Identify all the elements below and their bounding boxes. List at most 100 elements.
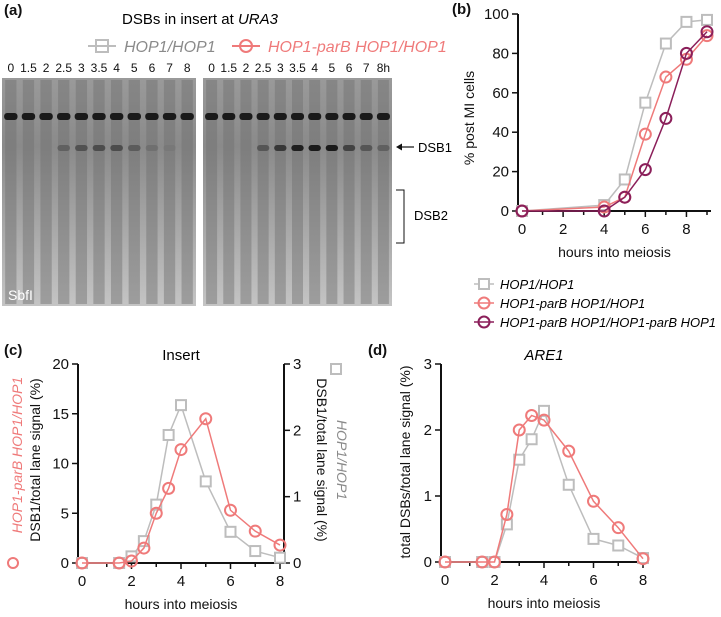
parental-band xyxy=(180,113,194,120)
x-axis-label: hours into meiosis xyxy=(125,596,238,612)
chart-title: ARE1 xyxy=(523,347,563,364)
series-line xyxy=(82,417,281,564)
data-point-square xyxy=(538,404,550,417)
dsb1-annotation: DSB1 xyxy=(396,140,452,155)
parental-band xyxy=(325,113,339,120)
legend-label: HOP1/HOP1 xyxy=(500,277,574,292)
data-point-square xyxy=(224,525,237,538)
data-point-circle xyxy=(597,204,611,218)
lane-label: 5 xyxy=(329,61,336,75)
y-tick-label: 0 xyxy=(61,555,69,572)
gel-lane xyxy=(292,80,303,304)
dsb1-band xyxy=(291,145,304,151)
y-tick-label: 20 xyxy=(492,164,509,181)
lane-label: 2.5 xyxy=(255,61,272,75)
lane-label: 0 xyxy=(7,61,14,75)
gel-lane xyxy=(206,80,218,304)
y-tick-label: 15 xyxy=(52,406,69,423)
data-point-square xyxy=(659,37,672,50)
y-tick-label: 80 xyxy=(492,45,509,62)
parental-band xyxy=(74,113,89,120)
x-tick-label: 8 xyxy=(682,221,690,238)
gel-lane xyxy=(146,80,158,304)
parental-band xyxy=(92,113,106,120)
x-axis-label: hours into meiosis xyxy=(488,595,601,611)
parental-band xyxy=(273,113,287,120)
x-tick-label: 6 xyxy=(589,572,597,589)
gel-lane xyxy=(257,80,269,304)
gel-lane xyxy=(240,80,252,304)
data-point-circle xyxy=(112,556,126,570)
panel-d-chart: (d) ARE1 0 2 4 6 8 0 1 2 3 hours into meiosis total … xyxy=(368,342,650,611)
gel-lane xyxy=(223,80,235,304)
y-axis-label: % post MI cells xyxy=(461,71,477,165)
lane-label: 6 xyxy=(149,61,156,75)
data-point-circle xyxy=(700,25,714,39)
gel-images xyxy=(2,78,392,306)
data-point-circle xyxy=(174,443,188,457)
parental-band xyxy=(39,113,53,120)
gel-lane xyxy=(93,80,105,304)
gel-lane xyxy=(343,80,355,304)
data-point-circle xyxy=(488,555,501,569)
data-point-square xyxy=(680,15,693,28)
parental-band xyxy=(127,113,141,120)
series-line xyxy=(521,19,708,212)
data-point-circle xyxy=(75,556,89,570)
lane-label: 3.5 xyxy=(91,61,108,75)
data-point-circle xyxy=(512,423,526,437)
square-marker-icon xyxy=(95,39,109,53)
x-tick-label: 8 xyxy=(276,573,284,590)
x-tick-label: 0 xyxy=(518,221,526,238)
data-point-square xyxy=(249,545,262,558)
y-tick-label: 100 xyxy=(484,6,509,23)
parental-band xyxy=(290,113,305,120)
circle-marker-icon xyxy=(239,39,253,53)
y-tick-label-right: 0 xyxy=(293,555,301,572)
y-axis-label-left-series: HOP1-parB HOP1/HOP1 xyxy=(9,377,25,533)
dsb1-band xyxy=(325,145,339,151)
dsb2-annotation: DSB2 xyxy=(396,189,448,244)
circle-marker-icon xyxy=(477,315,491,329)
data-point-circle xyxy=(636,552,650,566)
gel-lane xyxy=(5,80,17,304)
dsb1-band xyxy=(92,145,106,151)
data-point-circle xyxy=(515,204,529,218)
gel-lane xyxy=(274,80,286,304)
square-marker-icon xyxy=(478,278,490,290)
data-point-circle xyxy=(199,412,213,426)
x-tick-label: 4 xyxy=(600,221,608,238)
y-tick-label: 3 xyxy=(424,356,432,373)
chart-title: Insert xyxy=(162,347,200,364)
series-line xyxy=(522,31,708,212)
data-point-square xyxy=(612,539,625,552)
lane-label: 0 xyxy=(208,61,215,75)
data-point-circle xyxy=(224,503,237,517)
x-tick-label: 8 xyxy=(639,572,647,589)
data-point-square xyxy=(175,399,187,412)
panel-a: (a) DSBs in insert at URA3 HOP1/HOP1 HOP… xyxy=(2,2,452,306)
gel-lane xyxy=(128,80,140,304)
series-line xyxy=(521,35,708,212)
lane-label: 8 xyxy=(184,61,191,75)
data-point-circle xyxy=(659,70,673,84)
lane-label: 3 xyxy=(78,61,85,75)
series-line xyxy=(82,402,281,564)
dsb1-band xyxy=(75,145,88,151)
data-point-square xyxy=(162,428,175,441)
gel-lane xyxy=(326,80,338,304)
data-point-circle xyxy=(611,521,625,535)
x-tick-label: 0 xyxy=(78,573,86,590)
square-marker-icon xyxy=(330,363,342,375)
lane-label: 4 xyxy=(113,61,120,75)
dsb2-label: DSB2 xyxy=(414,208,448,223)
dsb1-band xyxy=(342,145,356,151)
y-tick-label: 5 xyxy=(61,505,69,522)
data-point-circle xyxy=(149,506,163,520)
x-tick-label: 2 xyxy=(559,221,567,238)
legend-label-parb: HOP1-parB HOP1/HOP1 xyxy=(268,39,447,56)
y-tick-label-right: 3 xyxy=(293,356,301,373)
data-point-circle xyxy=(162,481,176,495)
data-point-square xyxy=(639,96,652,109)
